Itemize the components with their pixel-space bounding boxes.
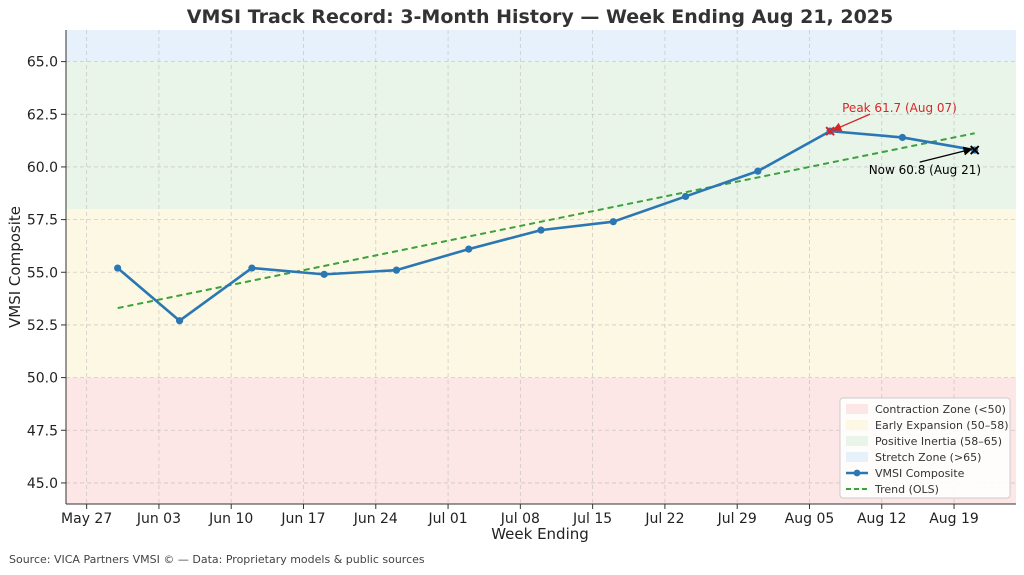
y-tick-label: 50.0 xyxy=(27,371,58,387)
legend-swatch xyxy=(846,404,868,414)
y-tick-label: 55.0 xyxy=(27,265,58,281)
legend-label: Positive Inertia (58–65) xyxy=(875,435,1002,448)
y-tick-label: 47.5 xyxy=(27,423,58,439)
y-axis-ticks: 45.0 47.5 50.0 52.5 55.0 57.5 60.0 62.5 65.0 xyxy=(27,55,66,492)
legend-label: Trend (OLS) xyxy=(874,483,939,496)
data-point xyxy=(320,270,328,278)
legend-box xyxy=(839,397,1011,499)
x-tick-label: Jul 01 xyxy=(427,511,467,527)
y-axis-label: VMSI Composite xyxy=(6,206,24,328)
x-axis-ticks: May 27 Jun 03 Jun 10 Jun 17 Jun 24 Jul 01 Jul … xyxy=(61,504,979,527)
now-annotation: Now 60.8 (Aug 21) xyxy=(869,163,981,177)
x-tick-label: Jun 24 xyxy=(353,511,398,527)
data-point xyxy=(465,245,473,253)
x-tick-label: Jun 03 xyxy=(136,511,181,527)
data-point xyxy=(175,317,184,325)
chart-title: VMSI Track Record: 3-Month History — Wee… xyxy=(187,6,894,28)
x-axis-label: Week Ending xyxy=(491,525,589,543)
data-point xyxy=(754,167,762,175)
y-tick-label: 62.5 xyxy=(27,107,58,123)
annotations: Peak 61.7 (Aug 07) Now 60.8 (Aug 21) xyxy=(825,101,981,177)
x-tick-label: Aug 19 xyxy=(929,511,979,527)
source-footnote: Source: VICA Partners VMSI © — Data: Pro… xyxy=(9,553,425,566)
legend-swatch-marker xyxy=(853,469,861,477)
legend-label: Contraction Zone (<50) xyxy=(875,403,1006,416)
legend-label: Early Expansion (50–58) xyxy=(875,419,1009,432)
peak-arrow xyxy=(832,113,871,132)
legend-swatch xyxy=(846,452,868,462)
peak-annotation: Peak 61.7 (Aug 07) xyxy=(842,101,957,115)
x-tick-label: Jun 10 xyxy=(208,511,253,527)
x-tick-label: Jul 22 xyxy=(644,511,684,527)
legend-swatch xyxy=(846,436,868,446)
series-line-trend-ols xyxy=(117,132,975,310)
data-point xyxy=(537,226,545,234)
x-tick-label: May 27 xyxy=(61,511,112,527)
x-tick-label: Jul 08 xyxy=(500,511,540,527)
legend-swatch xyxy=(846,420,868,430)
zone-band-2 xyxy=(66,61,1016,210)
x-tick-label: Jul 15 xyxy=(572,511,612,527)
y-tick-label: 60.0 xyxy=(27,160,58,176)
y-tick-label: 52.5 xyxy=(27,318,58,334)
zone-band-3 xyxy=(66,30,1016,62)
data-point xyxy=(609,218,617,226)
zone-band-1 xyxy=(66,209,1016,378)
legend-label: VMSI Composite xyxy=(875,467,965,480)
x-tick-label: Aug 12 xyxy=(857,511,907,527)
data-point xyxy=(392,266,401,274)
y-tick-label: 65.0 xyxy=(27,55,58,71)
data-point xyxy=(681,192,690,201)
y-tick-label: 45.0 xyxy=(27,476,58,492)
data-point xyxy=(114,264,122,272)
x-tick-label: Jun 17 xyxy=(280,511,325,527)
x-tick-label: Aug 05 xyxy=(785,511,835,527)
x-tick-label: Jul 29 xyxy=(717,511,757,527)
now-arrow xyxy=(919,146,973,163)
axes xyxy=(65,30,1016,505)
data-point xyxy=(248,264,256,272)
legend: Contraction Zone (<50) Early Expansion (5… xyxy=(839,397,1011,499)
data-point xyxy=(898,133,907,142)
legend-label: Stretch Zone (>65) xyxy=(875,451,981,464)
y-tick-label: 57.5 xyxy=(27,213,58,229)
